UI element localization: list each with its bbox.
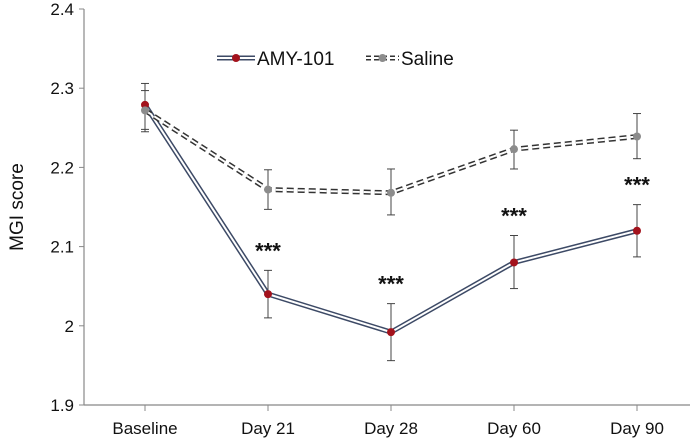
series-line-inner <box>144 104 638 334</box>
data-point-amy-101 <box>387 328 395 337</box>
data-points <box>141 100 641 337</box>
y-tick-label: 2.1 <box>50 238 74 257</box>
data-point-saline <box>387 188 395 197</box>
y-axis-label: MGI score <box>7 163 28 251</box>
significance-stars: *** <box>378 272 404 297</box>
x-tick-label: Day 60 <box>487 419 541 438</box>
legend-item-amy-101: AMY-101 <box>217 49 334 70</box>
legend-marker <box>232 54 240 62</box>
series-lines <box>142 103 638 335</box>
data-point-amy-101 <box>633 226 641 235</box>
significance-stars: *** <box>255 238 281 263</box>
axes: 1.9 2 2.1 2.2 2.3 2.4 Baseline Day 21 Day 28 Day … <box>50 0 690 438</box>
y-tick-label: 2.2 <box>50 158 74 177</box>
y-tick-label: 2.4 <box>50 0 74 19</box>
y-tick-label: 1.9 <box>50 396 74 415</box>
legend-marker <box>378 54 387 62</box>
y-tick-label: 2.3 <box>50 79 74 98</box>
x-tick-label: Baseline <box>112 419 177 438</box>
x-tick-label: Day 28 <box>364 419 418 438</box>
data-point-saline <box>264 185 272 194</box>
data-point-amy-101 <box>264 290 272 299</box>
error-bars <box>141 82 641 362</box>
significance-stars: *** <box>501 204 527 229</box>
x-tick-label: Day 90 <box>610 419 664 438</box>
legend: AMY-101 Saline <box>217 49 454 70</box>
legend-label: Saline <box>401 49 454 70</box>
data-point-amy-101 <box>141 100 149 109</box>
significance-stars: *** <box>624 173 650 198</box>
data-point-saline <box>141 106 149 115</box>
legend-label: AMY-101 <box>257 49 334 70</box>
legend-item-saline: Saline <box>366 49 454 70</box>
data-point-amy-101 <box>510 258 518 267</box>
y-tick-label: 2 <box>65 317 74 336</box>
data-point-saline <box>510 145 518 154</box>
significance-annotations: *** *** *** *** <box>255 173 650 297</box>
data-point-saline <box>633 132 641 141</box>
x-tick-label: Day 21 <box>241 419 295 438</box>
